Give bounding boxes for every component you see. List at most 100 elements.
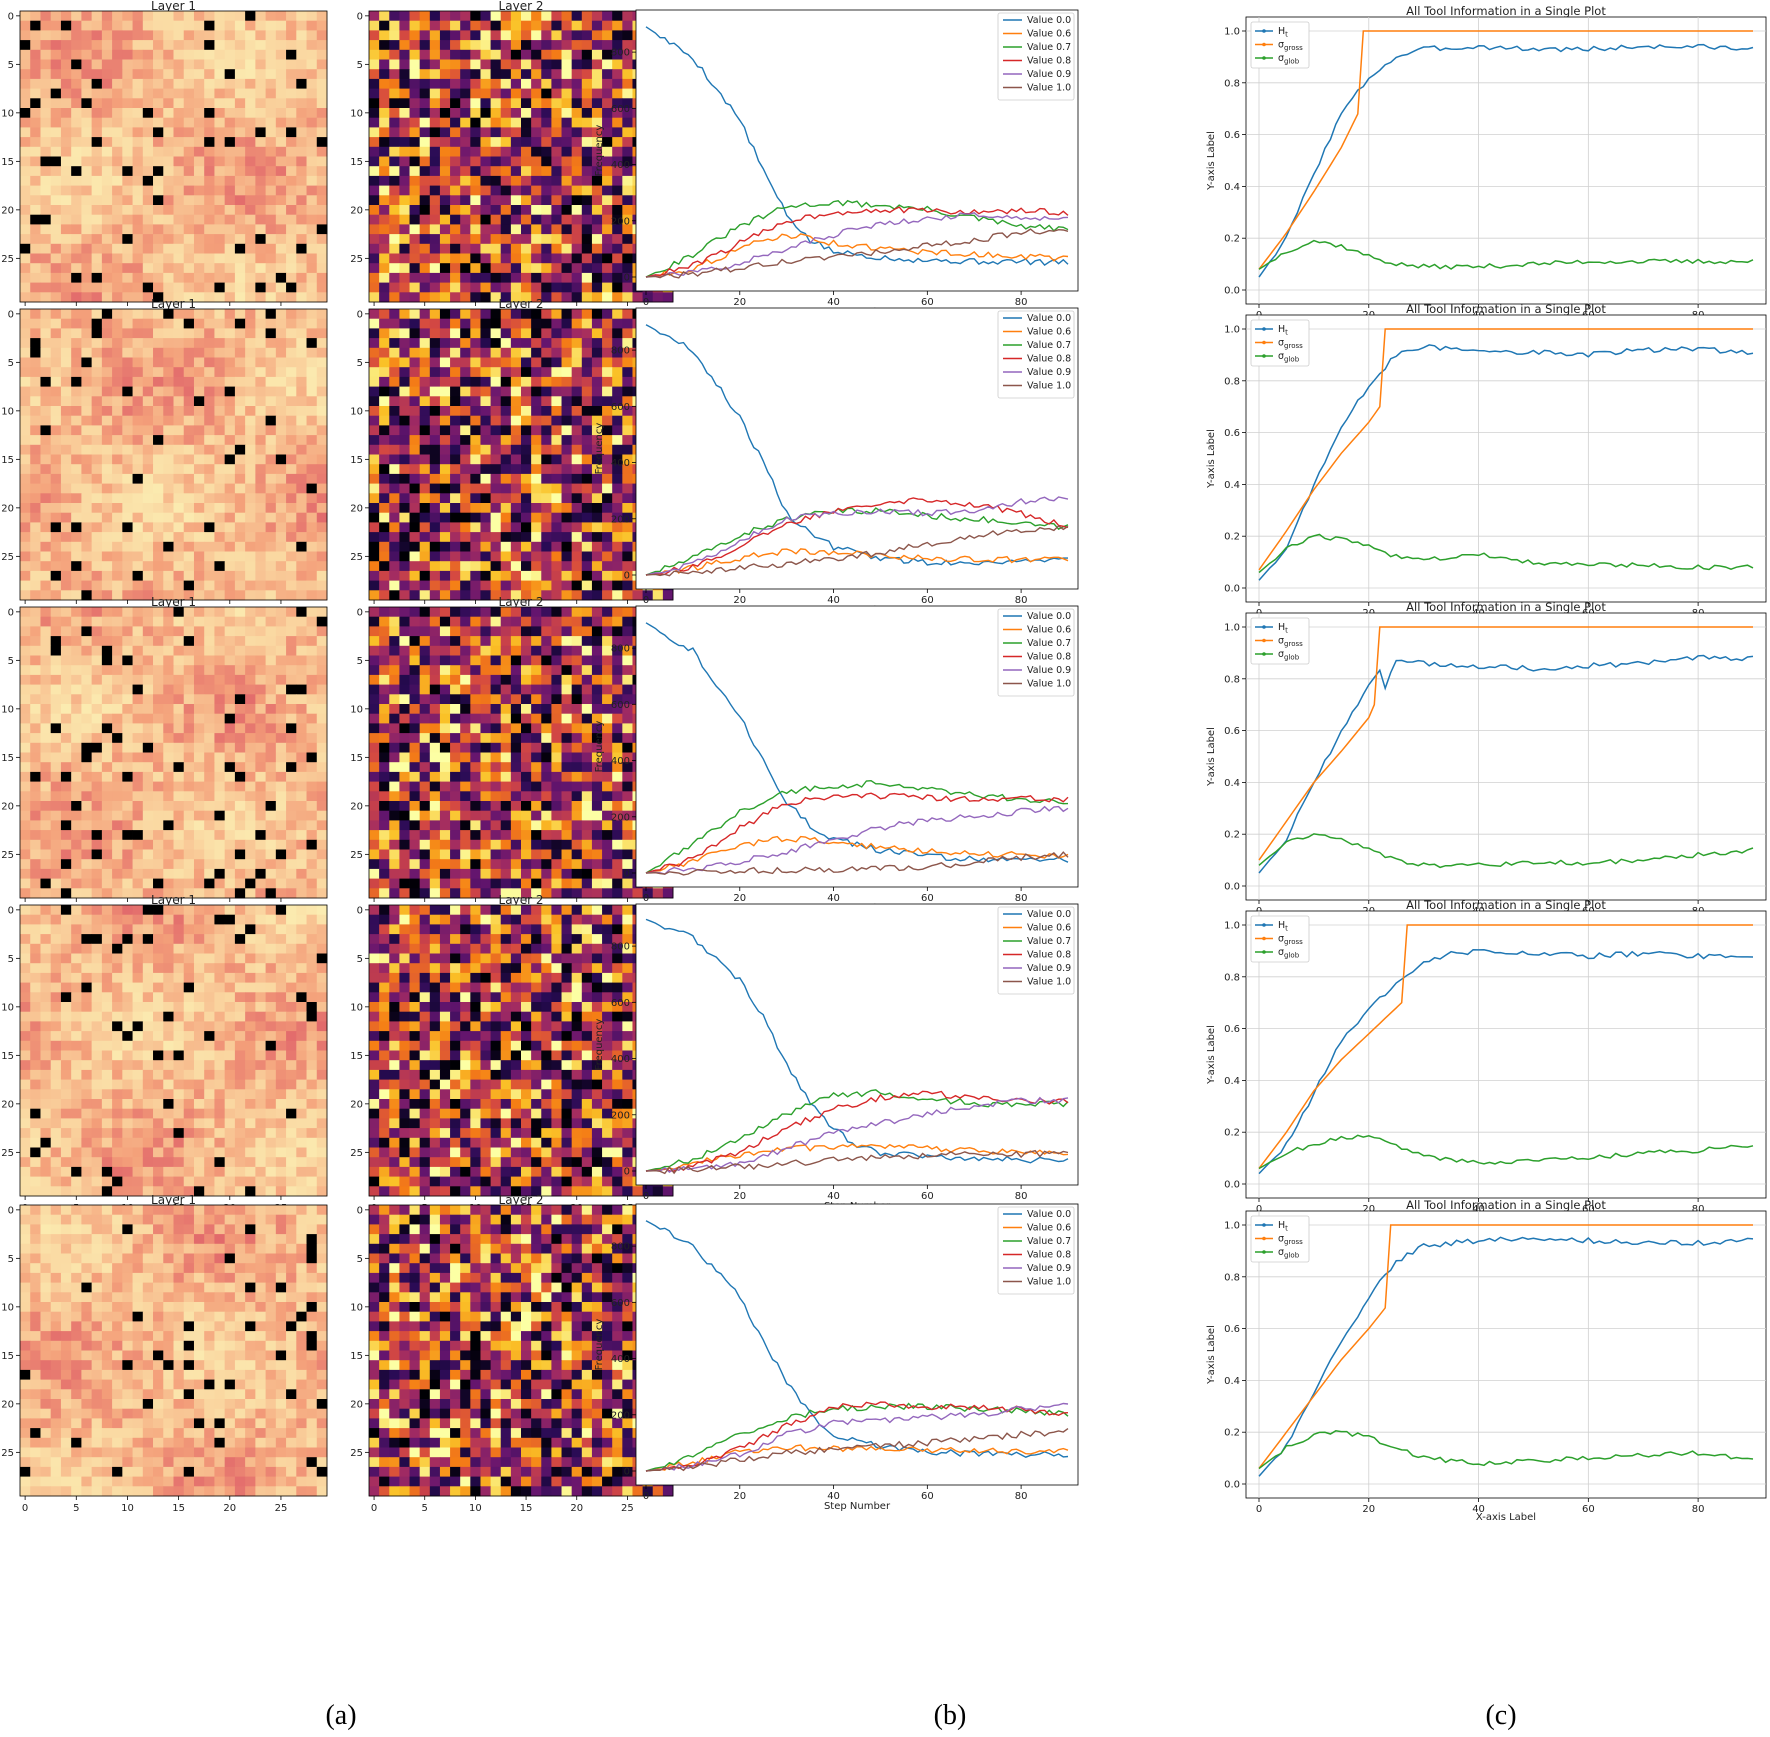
heatmap-cell [132, 483, 144, 494]
heatmap-cell [81, 137, 93, 148]
heatmap-cell [450, 243, 461, 254]
heatmap-cell [142, 493, 154, 504]
heatmap-cell [30, 127, 41, 138]
heatmap-cell [379, 88, 390, 99]
heatmap-cell [571, 713, 583, 724]
heatmap-cell [265, 541, 277, 552]
heatmap-cell [112, 454, 123, 465]
heatmap-cell [561, 328, 573, 339]
heatmap-cell [399, 20, 410, 31]
heatmap-cell [500, 551, 512, 562]
heatmap-cell [122, 771, 133, 782]
heatmap-cell [296, 309, 307, 320]
heatmap-cell [470, 493, 481, 504]
heatmap-cell [71, 272, 82, 283]
heatmap-cell [460, 357, 471, 368]
heatmap-cell [561, 195, 573, 206]
heatmap-cell [224, 473, 236, 484]
heatmap-cell [132, 820, 144, 831]
heatmap-cell [153, 742, 164, 753]
heatmap-cell [163, 415, 174, 426]
heatmap-cell [30, 435, 41, 446]
heatmap-cell [132, 551, 144, 562]
heatmap-cell [591, 551, 603, 562]
heatmap-cell [224, 328, 236, 339]
heatmap-cell [142, 88, 154, 99]
heatmap-cell [183, 309, 195, 320]
heatmap-cell [255, 551, 266, 562]
heatmap-cell [193, 253, 205, 264]
heatmap-cell [163, 406, 174, 417]
heatmap-cell [255, 762, 266, 773]
heatmap-cell [214, 175, 226, 186]
heatmap-cell [112, 704, 123, 715]
heatmap-cell [286, 483, 297, 494]
heatmap-cell [91, 185, 103, 196]
heatmap-cell [265, 156, 277, 167]
heatmap-cell [91, 78, 103, 89]
heatmap-cell [369, 357, 380, 368]
heatmap-cell [500, 376, 512, 387]
heatmap-cell [224, 444, 236, 455]
heatmap-cell [60, 98, 72, 109]
heatmap-cell [122, 636, 133, 647]
heatmap-cell [490, 156, 502, 167]
heatmap-cell [429, 272, 441, 283]
heatmap-cell [60, 78, 72, 89]
heatmap-cell [296, 820, 307, 831]
heatmap-cell [204, 49, 215, 60]
heatmap-cell [470, 156, 481, 167]
heatmap-cell [255, 347, 266, 358]
heatmap-cell [286, 175, 297, 186]
heatmap-cell [265, 473, 277, 484]
heatmap-cell [500, 166, 512, 177]
heatmap-cell [112, 674, 123, 685]
heatmap-cell [429, 263, 441, 274]
heatmap-cell [153, 263, 164, 274]
heatmap-cell [245, 263, 256, 274]
heatmap-cell [255, 69, 266, 80]
heatmap-cell [581, 367, 593, 378]
heatmap-cell [275, 318, 287, 329]
heatmap-cell [101, 655, 113, 666]
heatmap-cell [153, 868, 164, 879]
heatmap-cell [153, 733, 164, 744]
heatmap-cell [214, 888, 226, 899]
heatmap-cell [60, 742, 72, 753]
heatmap-cell [214, 292, 226, 303]
heatmap-cell [163, 551, 174, 562]
heatmap-cell [409, 272, 421, 283]
heatmap-cell [224, 347, 236, 358]
heatmap-cell [369, 570, 380, 581]
heatmap-cell [439, 607, 451, 618]
heatmap-cell [602, 503, 613, 514]
heatmap-cell [245, 532, 256, 543]
heatmap-cell [541, 11, 552, 22]
heatmap-cell [490, 522, 502, 533]
heatmap-cell [265, 357, 277, 368]
heatmap-cell [20, 205, 31, 216]
heatmap-cell [581, 626, 593, 637]
heatmap-cell [399, 464, 410, 475]
heatmap-cell [591, 655, 603, 666]
heatmap-cell [521, 214, 532, 225]
heatmap-cell [193, 580, 205, 591]
heatmap-cell [521, 243, 532, 254]
heatmap-cell [40, 444, 52, 455]
heatmap-cell [153, 878, 164, 889]
heatmap-cell [112, 435, 123, 446]
heatmap-cell [286, 839, 297, 850]
heatmap-cell [142, 195, 154, 206]
heatmap-cell [214, 771, 226, 782]
heatmap-cell [142, 11, 154, 22]
heatmap-cell [439, 512, 451, 523]
heatmap-cell [193, 88, 205, 99]
heatmap-cell [409, 205, 421, 216]
heatmap-cell [316, 713, 328, 724]
heatmap-cell [369, 166, 380, 177]
heatmap-cell [581, 503, 593, 514]
heatmap-cell [112, 88, 123, 99]
heatmap-cell [316, 435, 328, 446]
heatmap-cell [581, 214, 593, 225]
heatmap-cell [71, 406, 82, 417]
